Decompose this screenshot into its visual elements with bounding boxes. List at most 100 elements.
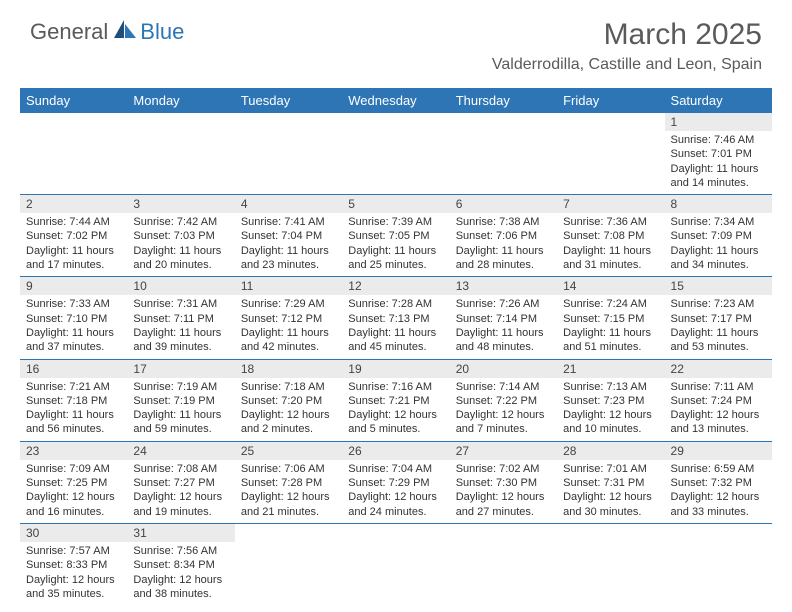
title-block: March 2025 Valderrodilla, Castille and L… bbox=[492, 18, 762, 74]
day-details: Sunrise: 7:19 AMSunset: 7:19 PMDaylight:… bbox=[127, 378, 234, 441]
calendar-week-row: 1Sunrise: 7:46 AMSunset: 7:01 PMDaylight… bbox=[20, 113, 772, 195]
daylight-text: Daylight: 11 hours and 51 minutes. bbox=[563, 326, 658, 355]
day-number: 3 bbox=[127, 195, 234, 213]
sunset-text: Sunset: 7:04 PM bbox=[241, 229, 336, 243]
day-number: 24 bbox=[127, 442, 234, 460]
calendar-day-cell bbox=[450, 523, 557, 605]
day-details: Sunrise: 7:08 AMSunset: 7:27 PMDaylight:… bbox=[127, 460, 234, 523]
sunset-text: Sunset: 7:03 PM bbox=[133, 229, 228, 243]
day-number: 29 bbox=[665, 442, 772, 460]
logo-sail-icon bbox=[112, 18, 138, 45]
day-details: Sunrise: 7:44 AMSunset: 7:02 PMDaylight:… bbox=[20, 213, 127, 276]
calendar-day-cell bbox=[127, 113, 234, 195]
day-number: 25 bbox=[235, 442, 342, 460]
day-number: 7 bbox=[557, 195, 664, 213]
sunset-text: Sunset: 7:14 PM bbox=[456, 312, 551, 326]
month-title: March 2025 bbox=[492, 18, 762, 52]
empty-day bbox=[450, 524, 557, 542]
calendar-day-cell: 29Sunrise: 6:59 AMSunset: 7:32 PMDayligh… bbox=[665, 441, 772, 523]
day-details: Sunrise: 7:57 AMSunset: 8:33 PMDaylight:… bbox=[20, 542, 127, 605]
sunset-text: Sunset: 7:09 PM bbox=[671, 229, 766, 243]
sunset-text: Sunset: 7:20 PM bbox=[241, 394, 336, 408]
calendar-day-cell: 28Sunrise: 7:01 AMSunset: 7:31 PMDayligh… bbox=[557, 441, 664, 523]
sunset-text: Sunset: 7:13 PM bbox=[348, 312, 443, 326]
daylight-text: Daylight: 12 hours and 21 minutes. bbox=[241, 490, 336, 519]
day-details: Sunrise: 7:24 AMSunset: 7:15 PMDaylight:… bbox=[557, 295, 664, 358]
daylight-text: Daylight: 11 hours and 56 minutes. bbox=[26, 408, 121, 437]
day-number: 30 bbox=[20, 524, 127, 542]
calendar-day-cell: 31Sunrise: 7:56 AMSunset: 8:34 PMDayligh… bbox=[127, 523, 234, 605]
calendar-day-cell: 27Sunrise: 7:02 AMSunset: 7:30 PMDayligh… bbox=[450, 441, 557, 523]
empty-day bbox=[557, 524, 664, 542]
day-details: Sunrise: 7:13 AMSunset: 7:23 PMDaylight:… bbox=[557, 378, 664, 441]
calendar-day-cell: 19Sunrise: 7:16 AMSunset: 7:21 PMDayligh… bbox=[342, 359, 449, 441]
day-number: 17 bbox=[127, 360, 234, 378]
calendar-day-cell: 14Sunrise: 7:24 AMSunset: 7:15 PMDayligh… bbox=[557, 277, 664, 359]
sunset-text: Sunset: 7:15 PM bbox=[563, 312, 658, 326]
sunrise-text: Sunrise: 7:14 AM bbox=[456, 380, 551, 394]
calendar-day-cell: 21Sunrise: 7:13 AMSunset: 7:23 PMDayligh… bbox=[557, 359, 664, 441]
daylight-text: Daylight: 11 hours and 20 minutes. bbox=[133, 244, 228, 273]
calendar-day-cell: 8Sunrise: 7:34 AMSunset: 7:09 PMDaylight… bbox=[665, 195, 772, 277]
daylight-text: Daylight: 12 hours and 13 minutes. bbox=[671, 408, 766, 437]
day-details: Sunrise: 7:02 AMSunset: 7:30 PMDaylight:… bbox=[450, 460, 557, 523]
day-number: 12 bbox=[342, 277, 449, 295]
logo: General Blue bbox=[30, 18, 184, 45]
day-number: 4 bbox=[235, 195, 342, 213]
day-details: Sunrise: 6:59 AMSunset: 7:32 PMDaylight:… bbox=[665, 460, 772, 523]
day-details: Sunrise: 7:38 AMSunset: 7:06 PMDaylight:… bbox=[450, 213, 557, 276]
calendar-day-cell bbox=[342, 113, 449, 195]
location-text: Valderrodilla, Castille and Leon, Spain bbox=[492, 56, 762, 74]
sunset-text: Sunset: 7:18 PM bbox=[26, 394, 121, 408]
daylight-text: Daylight: 12 hours and 10 minutes. bbox=[563, 408, 658, 437]
daylight-text: Daylight: 11 hours and 28 minutes. bbox=[456, 244, 551, 273]
day-number: 31 bbox=[127, 524, 234, 542]
sunrise-text: Sunrise: 7:39 AM bbox=[348, 215, 443, 229]
calendar-day-cell: 5Sunrise: 7:39 AMSunset: 7:05 PMDaylight… bbox=[342, 195, 449, 277]
day-details: Sunrise: 7:36 AMSunset: 7:08 PMDaylight:… bbox=[557, 213, 664, 276]
sunrise-text: Sunrise: 7:26 AM bbox=[456, 297, 551, 311]
sunset-text: Sunset: 7:28 PM bbox=[241, 476, 336, 490]
sunrise-text: Sunrise: 7:08 AM bbox=[133, 462, 228, 476]
daylight-text: Daylight: 12 hours and 24 minutes. bbox=[348, 490, 443, 519]
sunrise-text: Sunrise: 7:24 AM bbox=[563, 297, 658, 311]
daylight-text: Daylight: 12 hours and 38 minutes. bbox=[133, 573, 228, 602]
day-number: 1 bbox=[665, 113, 772, 131]
sunrise-text: Sunrise: 7:33 AM bbox=[26, 297, 121, 311]
daylight-text: Daylight: 11 hours and 45 minutes. bbox=[348, 326, 443, 355]
calendar-day-cell: 25Sunrise: 7:06 AMSunset: 7:28 PMDayligh… bbox=[235, 441, 342, 523]
sunset-text: Sunset: 7:23 PM bbox=[563, 394, 658, 408]
calendar-day-cell: 2Sunrise: 7:44 AMSunset: 7:02 PMDaylight… bbox=[20, 195, 127, 277]
daylight-text: Daylight: 12 hours and 33 minutes. bbox=[671, 490, 766, 519]
day-number: 13 bbox=[450, 277, 557, 295]
calendar-week-row: 23Sunrise: 7:09 AMSunset: 7:25 PMDayligh… bbox=[20, 441, 772, 523]
day-number: 2 bbox=[20, 195, 127, 213]
day-number: 27 bbox=[450, 442, 557, 460]
weekday-header: Sunday bbox=[20, 88, 127, 113]
sunset-text: Sunset: 7:22 PM bbox=[456, 394, 551, 408]
sunset-text: Sunset: 7:31 PM bbox=[563, 476, 658, 490]
empty-day bbox=[235, 524, 342, 542]
daylight-text: Daylight: 12 hours and 7 minutes. bbox=[456, 408, 551, 437]
sunrise-text: Sunrise: 7:02 AM bbox=[456, 462, 551, 476]
calendar-day-cell bbox=[235, 113, 342, 195]
calendar-day-cell bbox=[450, 113, 557, 195]
calendar-day-cell: 11Sunrise: 7:29 AMSunset: 7:12 PMDayligh… bbox=[235, 277, 342, 359]
calendar-day-cell bbox=[20, 113, 127, 195]
empty-day bbox=[557, 113, 664, 131]
day-number: 9 bbox=[20, 277, 127, 295]
sunset-text: Sunset: 7:24 PM bbox=[671, 394, 766, 408]
day-details: Sunrise: 7:34 AMSunset: 7:09 PMDaylight:… bbox=[665, 213, 772, 276]
calendar-table: SundayMondayTuesdayWednesdayThursdayFrid… bbox=[20, 88, 772, 605]
daylight-text: Daylight: 11 hours and 14 minutes. bbox=[671, 162, 766, 191]
logo-text-blue: Blue bbox=[140, 19, 184, 45]
calendar-day-cell: 7Sunrise: 7:36 AMSunset: 7:08 PMDaylight… bbox=[557, 195, 664, 277]
daylight-text: Daylight: 11 hours and 25 minutes. bbox=[348, 244, 443, 273]
day-details: Sunrise: 7:04 AMSunset: 7:29 PMDaylight:… bbox=[342, 460, 449, 523]
weekday-header: Saturday bbox=[665, 88, 772, 113]
daylight-text: Daylight: 11 hours and 17 minutes. bbox=[26, 244, 121, 273]
day-details: Sunrise: 7:31 AMSunset: 7:11 PMDaylight:… bbox=[127, 295, 234, 358]
calendar-day-cell: 16Sunrise: 7:21 AMSunset: 7:18 PMDayligh… bbox=[20, 359, 127, 441]
calendar-day-cell: 24Sunrise: 7:08 AMSunset: 7:27 PMDayligh… bbox=[127, 441, 234, 523]
day-number: 8 bbox=[665, 195, 772, 213]
